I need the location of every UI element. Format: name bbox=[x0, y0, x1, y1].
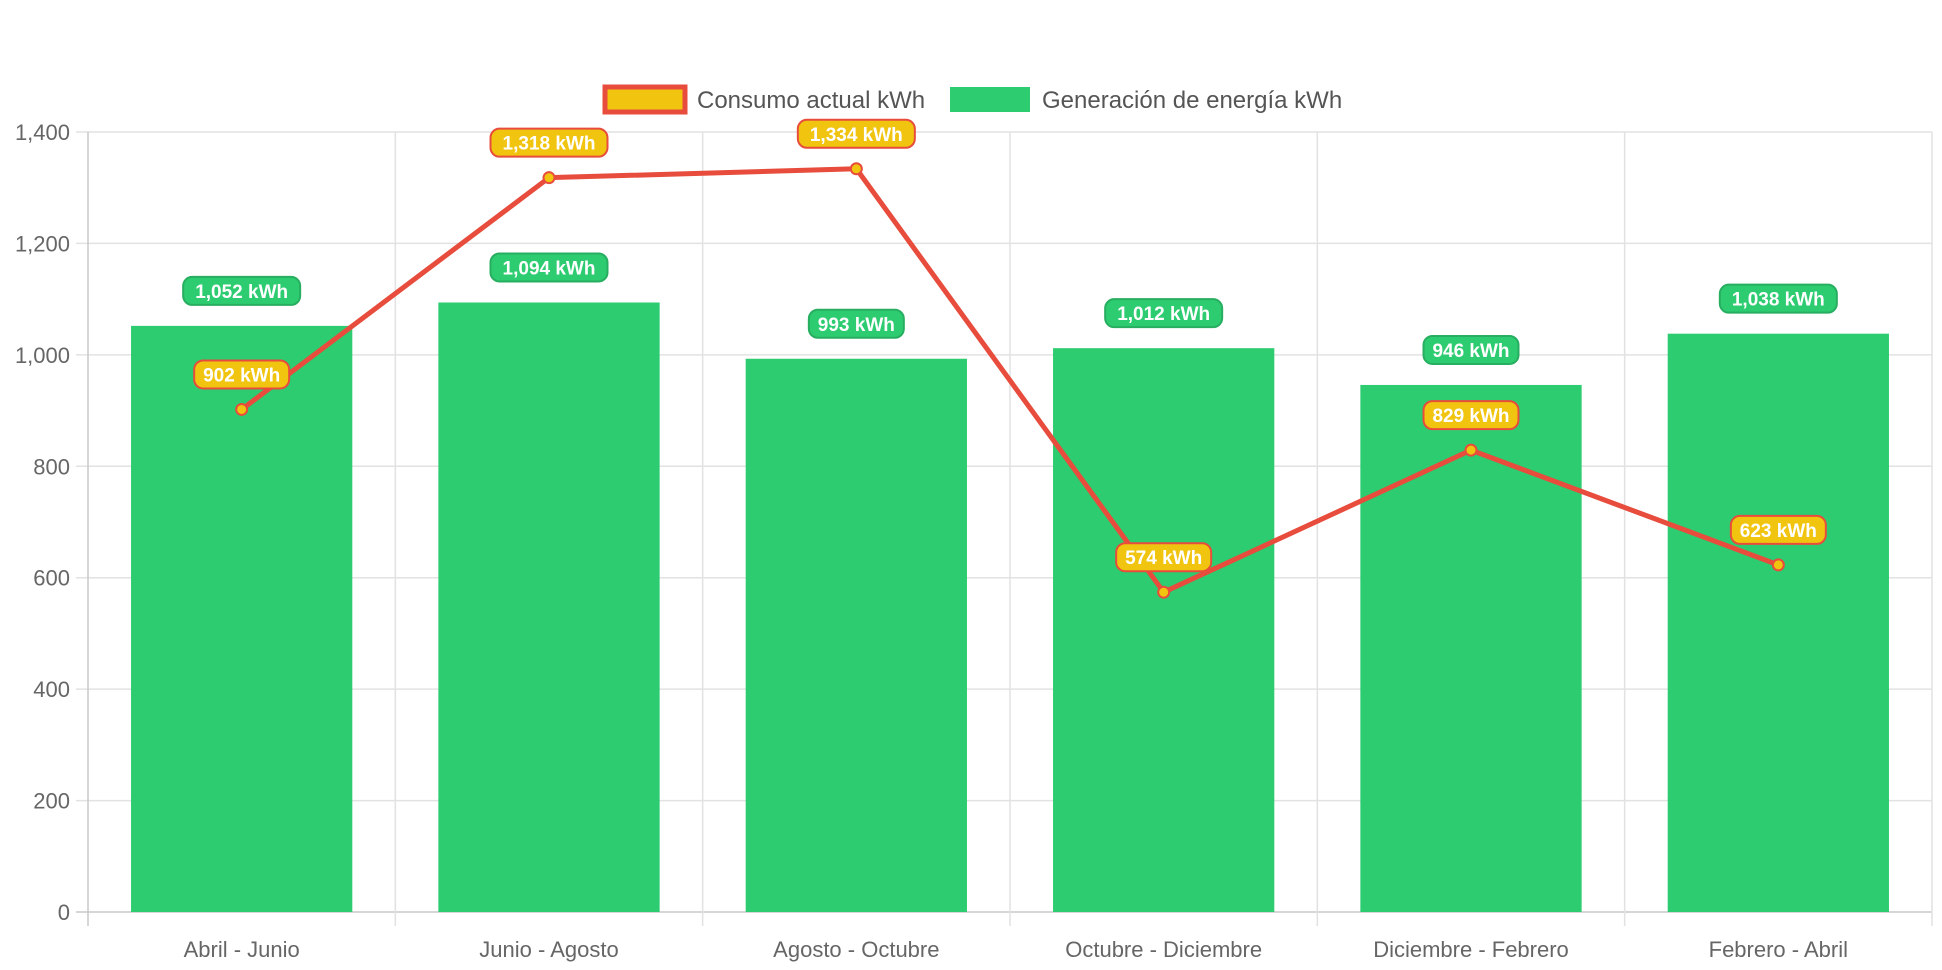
line-data-label-text: 1,318 kWh bbox=[503, 134, 596, 155]
line-data-label: 1,318 kWh bbox=[489, 127, 609, 158]
line-consumo bbox=[240, 166, 1780, 595]
x-tick-label: Febrero - Abril bbox=[1709, 937, 1848, 962]
y-tick-label: 1,400 bbox=[15, 120, 70, 145]
bar-data-label-text: 946 kWh bbox=[1432, 341, 1509, 362]
bar-data-label: 993 kWh bbox=[807, 308, 905, 339]
line-data-label: 902 kWh bbox=[193, 359, 291, 390]
line-data-label: 574 kWh bbox=[1115, 542, 1213, 573]
consumption-line bbox=[235, 162, 1785, 599]
y-tick-label: 400 bbox=[33, 677, 70, 702]
point-consumo[interactable] bbox=[235, 402, 249, 416]
x-tick-label: Junio - Agosto bbox=[479, 937, 618, 962]
bar-data-label: 1,052 kWh bbox=[182, 275, 302, 306]
x-tick-label: Octubre - Diciembre bbox=[1065, 937, 1262, 962]
y-tick-label: 800 bbox=[33, 454, 70, 479]
bar-data-label: 1,038 kWh bbox=[1718, 283, 1838, 314]
legend-swatch-consumo[interactable] bbox=[602, 84, 688, 115]
y-tick-label: 600 bbox=[33, 566, 70, 591]
y-tick-label: 200 bbox=[33, 789, 70, 814]
y-tick-label: 0 bbox=[58, 900, 70, 925]
bar-generacion[interactable] bbox=[131, 325, 353, 912]
line-data-label-text: 902 kWh bbox=[203, 365, 280, 386]
bar-data-label: 946 kWh bbox=[1422, 334, 1520, 365]
grid bbox=[76, 131, 1933, 926]
line-data-label-bg bbox=[796, 118, 916, 149]
x-tick-label: Diciembre - Febrero bbox=[1373, 937, 1569, 962]
y-tick-label: 1,000 bbox=[15, 343, 70, 368]
bar-data-label: 1,094 kWh bbox=[489, 252, 609, 283]
bar-data-label-text: 1,094 kWh bbox=[503, 258, 596, 279]
bar-data-label-text: 1,038 kWh bbox=[1732, 290, 1825, 311]
bar-data-label: 1,012 kWh bbox=[1104, 298, 1224, 329]
bar-data-label-bg bbox=[1718, 283, 1838, 314]
point-consumo[interactable] bbox=[542, 171, 556, 185]
bar-data-label-bg bbox=[807, 308, 905, 339]
bar-data-label-bg bbox=[489, 252, 609, 283]
line-data-label-bg bbox=[1115, 542, 1213, 573]
line-data-label-text: 574 kWh bbox=[1125, 548, 1202, 569]
bar-generacion[interactable] bbox=[1053, 348, 1275, 913]
line-data-label-bg bbox=[489, 127, 609, 158]
point-consumo[interactable] bbox=[1464, 443, 1478, 457]
bars bbox=[131, 302, 1889, 913]
line-data-label-bg bbox=[1422, 400, 1520, 431]
legend-label-consumo[interactable]: Consumo actual kWh bbox=[697, 87, 925, 114]
point-consumo[interactable] bbox=[849, 162, 863, 176]
bar-data-label-text: 1,012 kWh bbox=[1117, 304, 1210, 325]
legend-label-generacion[interactable]: Generación de energía kWh bbox=[1042, 87, 1342, 114]
x-tick-label: Abril - Junio bbox=[184, 937, 300, 962]
bar-data-label-bg bbox=[1104, 298, 1224, 329]
legend: Consumo actual kWh Generación de energía… bbox=[602, 84, 1342, 115]
line-data-label: 829 kWh bbox=[1422, 400, 1520, 431]
line-data-label-bg bbox=[193, 359, 291, 390]
line-data-label-bg bbox=[1729, 514, 1827, 545]
y-tick-label: 1,200 bbox=[15, 231, 70, 256]
line-data-label: 623 kWh bbox=[1729, 514, 1827, 545]
bar-generacion[interactable] bbox=[438, 302, 660, 912]
point-consumo[interactable] bbox=[1157, 585, 1171, 599]
point-consumo[interactable] bbox=[1771, 558, 1785, 572]
bar-generacion[interactable] bbox=[745, 358, 967, 912]
bar-data-label-bg bbox=[1422, 334, 1520, 365]
line-data-label: 1,334 kWh bbox=[796, 118, 916, 149]
bar-data-label-text: 993 kWh bbox=[818, 315, 895, 336]
axes: 0 200 400 600 800 1,000 1,200 1,400 Abril - Juni… bbox=[15, 120, 1848, 962]
line-data-label-text: 623 kWh bbox=[1740, 521, 1817, 542]
x-tick-label: Agosto - Octubre bbox=[773, 937, 939, 962]
data-labels: 1,052 kWh 1,094 kWh 993 kWh 1,012 kWh 946 kW… bbox=[182, 118, 1838, 573]
bar-generacion[interactable] bbox=[1667, 333, 1889, 913]
bar-data-label-text: 1,052 kWh bbox=[195, 282, 288, 303]
line-data-label-text: 829 kWh bbox=[1432, 406, 1509, 427]
line-data-label-text: 1,334 kWh bbox=[810, 125, 903, 146]
bar-data-label-bg bbox=[182, 275, 302, 306]
bar-generacion[interactable] bbox=[1360, 384, 1582, 912]
legend-swatch-generacion[interactable] bbox=[950, 87, 1030, 112]
